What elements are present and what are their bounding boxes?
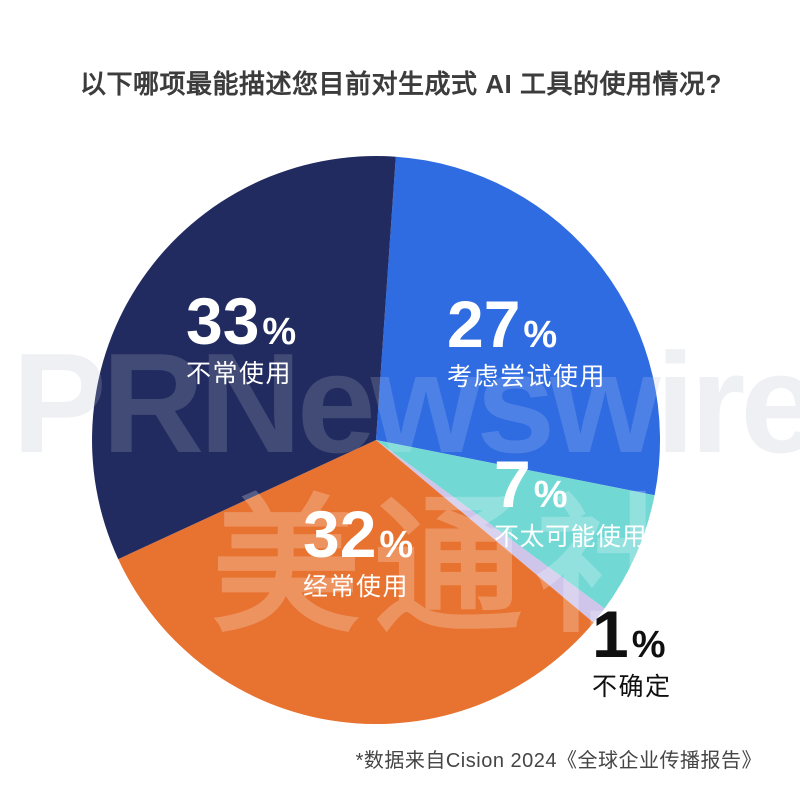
percent-sign: % bbox=[533, 474, 568, 516]
slice-value: 27% bbox=[447, 291, 606, 357]
slice-value-number: 1 bbox=[592, 597, 629, 671]
slice-value: 1% bbox=[592, 601, 672, 667]
slice-value: 32% bbox=[303, 501, 413, 567]
slice-label-considering: 27% 考虑尝试使用 bbox=[447, 291, 606, 390]
slice-category: 不太可能使用 bbox=[494, 523, 648, 551]
slice-category: 考虑尝试使用 bbox=[447, 363, 607, 391]
slice-category: 不常使用 bbox=[186, 360, 293, 388]
slice-value-number: 7 bbox=[494, 447, 531, 521]
slice-label-rarely: 33% 不常使用 bbox=[186, 288, 296, 387]
slice-label-unlikely: 7% 不太可能使用 bbox=[494, 451, 647, 550]
slice-value-number: 27 bbox=[447, 287, 521, 361]
slice-category: 不确定 bbox=[592, 673, 672, 701]
percent-sign: % bbox=[523, 314, 558, 356]
slice-value-number: 32 bbox=[303, 497, 377, 571]
pie-slice-unsure bbox=[376, 440, 605, 623]
slice-label-often: 32% 经常使用 bbox=[303, 501, 413, 600]
pie-slice-rarely bbox=[92, 156, 396, 560]
pie-slice-often bbox=[118, 440, 594, 725]
percent-sign: % bbox=[631, 624, 666, 666]
pie-slice-considering bbox=[376, 156, 661, 496]
source-footnote: *数据来自Cision 2024《全球企业传播报告》 bbox=[355, 750, 762, 772]
percent-sign: % bbox=[262, 311, 297, 353]
percent-sign: % bbox=[379, 524, 414, 566]
prnewswire-watermark-overlay-text: PRNewswire bbox=[12, 324, 800, 483]
slice-value: 33% bbox=[186, 288, 296, 354]
slice-category: 经常使用 bbox=[303, 573, 410, 601]
meitongshe-watermark: 美通社 bbox=[212, 485, 698, 650]
prnewswire-watermark-overlay: PRNewswire® bbox=[12, 322, 800, 486]
slice-value: 7% bbox=[494, 451, 647, 517]
slice-value-number: 33 bbox=[186, 284, 260, 358]
page-title: 以下哪项最能描述您目前对生成式 AI 工具的使用情况? bbox=[80, 69, 722, 99]
slice-label-unsure: 1% 不确定 bbox=[592, 601, 672, 700]
pie-slice-unlikely bbox=[376, 440, 655, 609]
